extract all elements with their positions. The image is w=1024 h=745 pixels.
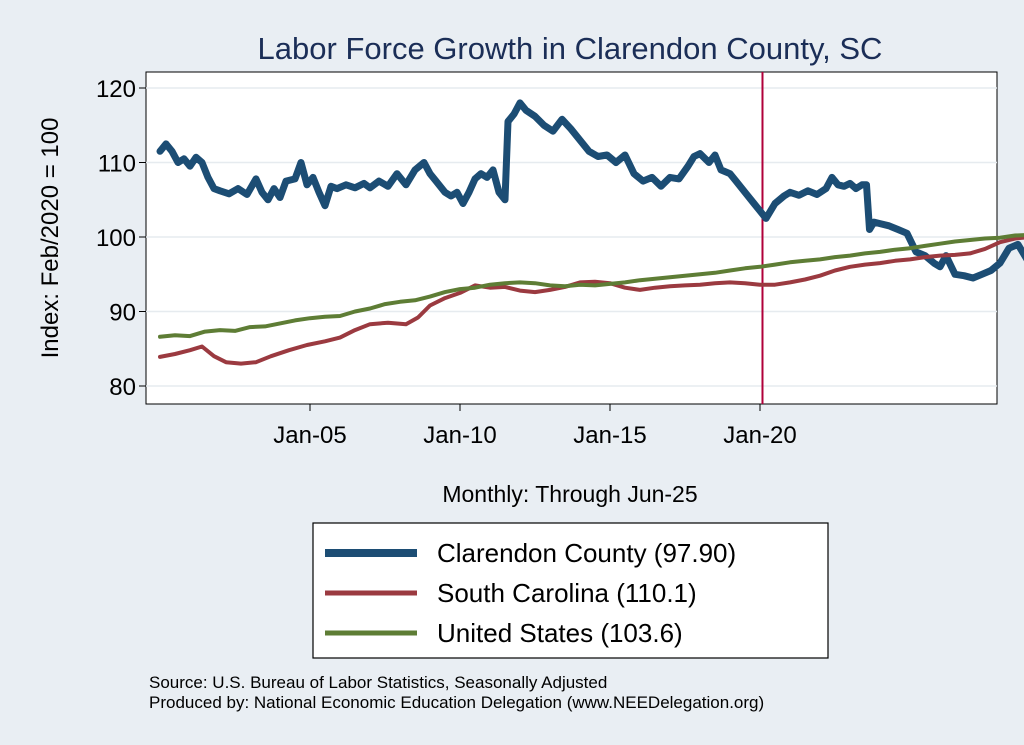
producer-note: Produced by: National Economic Education… [149,693,765,712]
x-tick-label: Jan-10 [423,422,496,449]
series-line-south-carolina [158,235,1024,366]
y-tick-label: 100 [96,225,136,252]
legend-label: South Carolina (110.1) [437,578,697,608]
y-tick-label: 120 [96,76,136,103]
gridlines [146,87,997,387]
x-axis-ticks: Jan-05 Jan-10 Jan-15 Jan-20 [273,404,797,449]
legend: Clarendon County (97.90) South Carolina (… [312,522,829,659]
y-axis-ticks: 80 90 100 110 120 [96,76,146,401]
y-tick-label: 90 [109,300,136,327]
x-tick-label: Jan-15 [573,422,646,449]
x-tick-label: Jan-20 [723,422,796,449]
y-axis-title: Index: Feb/2020 = 100 [37,118,64,359]
x-axis-title: Monthly: Through Jun-25 [442,481,697,507]
series-layer [156,99,1024,366]
x-tick-label: Jan-05 [273,422,346,449]
y-tick-label: 80 [109,374,136,401]
legend-label: Clarendon County (97.90) [437,538,736,568]
source-note: Source: U.S. Bureau of Labor Statistics,… [149,673,608,692]
y-tick-label: 110 [98,151,136,178]
series-line-clarendon-county [156,99,1024,282]
series-line-united-states [158,233,1024,339]
legend-entries: Clarendon County (97.90) South Carolina (… [325,538,736,648]
chart-title: Labor Force Growth in Clarendon County, … [258,31,883,66]
legend-label: United States (103.6) [437,618,683,648]
